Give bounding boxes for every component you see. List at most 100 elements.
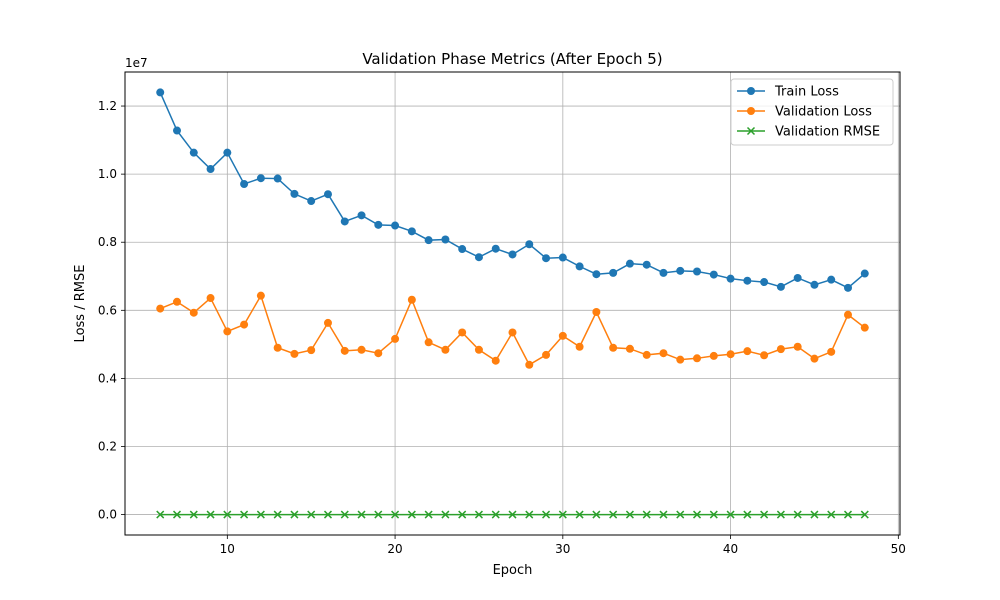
data-point-validation-loss: [860, 323, 869, 332]
x-tick-label: 40: [723, 542, 738, 556]
data-point-validation-rmse: [374, 510, 383, 519]
data-point-train-loss: [189, 148, 198, 157]
data-point-validation-rmse: [323, 510, 333, 519]
data-point-train-loss: [659, 268, 668, 277]
data-point-validation-loss: [659, 349, 668, 358]
data-point-validation-rmse: [424, 510, 433, 519]
data-point-validation-loss: [693, 354, 702, 363]
y-tick-label: 0.4: [98, 371, 117, 385]
data-point-validation-loss: [508, 328, 517, 337]
data-point-train-loss: [323, 190, 332, 199]
x-axis-label: Epoch: [493, 563, 533, 578]
data-point-validation-loss: [709, 351, 718, 360]
data-point-train-loss: [273, 174, 282, 183]
data-point-train-loss: [676, 266, 685, 275]
series-validation-rmse: [156, 510, 869, 519]
data-point-validation-loss: [743, 347, 752, 356]
data-point-validation-rmse: [340, 510, 349, 519]
data-point-train-loss: [458, 245, 467, 254]
data-point-train-loss: [424, 236, 433, 245]
legend-box: [730, 78, 894, 146]
data-point-validation-loss: [726, 350, 735, 359]
data-point-validation-rmse: [290, 510, 299, 519]
chart-title: Validation Phase Metrics (After Epoch 5): [362, 50, 662, 68]
data-point-validation-rmse: [676, 510, 685, 519]
data-point-validation-rmse: [240, 510, 249, 519]
data-point-train-loss: [542, 254, 551, 263]
data-point-validation-rmse: [172, 510, 182, 519]
legend: Train Loss Validation Loss Validation RMSE: [730, 78, 894, 146]
series-train-loss: [156, 88, 869, 292]
data-point-validation-rmse: [223, 510, 232, 519]
data-point-validation-rmse: [542, 510, 551, 519]
data-point-train-loss: [357, 211, 366, 220]
data-point-train-loss: [290, 189, 299, 198]
x-tick-label: 30: [555, 542, 570, 556]
data-point-validation-rmse: [357, 510, 366, 519]
data-point-validation-loss: [625, 344, 634, 353]
data-point-validation-loss: [256, 291, 265, 300]
data-point-train-loss: [760, 278, 769, 287]
data-point-train-loss: [391, 221, 400, 230]
legend-marker-validation-rmse: [746, 126, 756, 136]
data-point-validation-loss: [357, 345, 366, 354]
series-validation-loss: [156, 291, 869, 369]
data-point-validation-rmse: [642, 510, 651, 519]
data-point-validation-rmse: [189, 510, 198, 519]
legend-item-train-loss: Train Loss: [737, 85, 839, 100]
data-point-validation-rmse: [273, 510, 282, 519]
data-point-train-loss: [223, 148, 232, 157]
data-point-train-loss: [474, 253, 483, 262]
y-axis-label: Loss / RMSE: [73, 265, 88, 343]
data-point-train-loss: [525, 240, 534, 249]
y-offset-label: 1e7: [125, 56, 148, 70]
data-point-validation-rmse: [508, 510, 517, 519]
data-point-train-loss: [592, 270, 601, 279]
data-point-train-loss: [810, 280, 819, 289]
data-point-validation-rmse: [793, 510, 802, 519]
y-tick-label: 0.0: [98, 508, 117, 522]
data-point-validation-rmse: [407, 510, 416, 519]
data-point-validation-loss: [575, 342, 584, 351]
data-point-train-loss: [776, 282, 785, 291]
data-point-train-loss: [693, 267, 702, 276]
data-point-validation-rmse: [843, 510, 853, 519]
data-point-validation-loss: [223, 327, 232, 336]
data-point-validation-rmse: [391, 510, 400, 519]
data-point-validation-rmse: [206, 510, 215, 519]
data-point-validation-loss: [609, 343, 618, 352]
legend-label-validation-rmse: Validation RMSE: [775, 125, 880, 140]
data-point-train-loss: [726, 274, 735, 283]
data-point-validation-loss: [760, 351, 769, 360]
legend-marker-train-loss: [747, 87, 755, 95]
data-point-validation-loss: [827, 347, 836, 356]
data-point-validation-rmse: [307, 510, 316, 519]
y-tick-label: 0.6: [98, 303, 117, 317]
data-point-validation-rmse: [827, 510, 836, 519]
series-layer: [156, 88, 869, 519]
data-point-validation-rmse: [760, 510, 769, 519]
data-point-validation-rmse: [458, 510, 467, 519]
data-point-train-loss: [240, 180, 249, 189]
ticks: 10 20 30 40 50 0.0 0.2 0.4 0.6 0.8 1.0 1.2: [98, 99, 906, 556]
data-point-validation-loss: [592, 308, 601, 317]
data-point-validation-loss: [474, 345, 483, 354]
data-point-validation-loss: [525, 360, 534, 369]
data-point-train-loss: [575, 262, 584, 271]
grid: [125, 72, 900, 535]
data-point-validation-loss: [323, 318, 332, 327]
data-point-validation-loss: [676, 355, 685, 364]
data-point-validation-loss: [558, 331, 567, 340]
y-tick-label: 1.0: [98, 167, 117, 181]
data-point-validation-loss: [307, 346, 316, 355]
data-point-validation-loss: [156, 304, 165, 313]
data-point-validation-loss: [424, 338, 433, 347]
data-point-validation-rmse: [441, 510, 450, 519]
y-tick-label: 1.2: [98, 99, 117, 113]
data-point-validation-loss: [273, 343, 282, 352]
data-point-train-loss: [625, 259, 634, 268]
plot-frame: [124, 71, 901, 536]
data-point-validation-rmse: [810, 510, 819, 519]
data-point-train-loss: [743, 276, 752, 285]
y-tick-label: 0.2: [98, 439, 117, 453]
